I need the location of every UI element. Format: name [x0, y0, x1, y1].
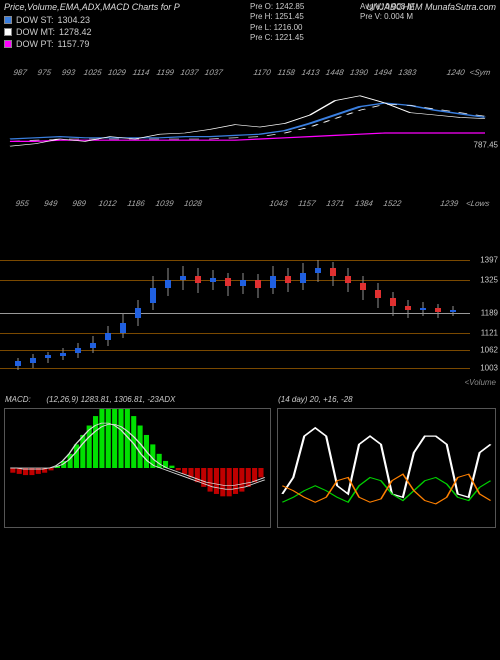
upper-price-chart: 787.45 [0, 79, 500, 199]
legend-square-st [4, 16, 12, 24]
title-left: Price,Volume,EMA,ADX,MACD Charts for P [4, 2, 180, 12]
macd-params: (12,26,9) 1283.81, 1306.81, -23ADX [46, 395, 175, 404]
dow-mt-label: DOW MT: [16, 27, 55, 37]
upper-x-axis: 9879759931025102911141199103710371170115… [0, 68, 500, 77]
adx-title: (14 day) 20, +16, -28 [278, 395, 353, 404]
candlestick-chart: <Volume 139713251189112110621003 [0, 218, 500, 388]
volume-label: <Volume [465, 378, 497, 387]
dow-st-label: DOW ST: [16, 15, 54, 25]
macd-title: MACD: [5, 395, 31, 404]
candle-x-axis: 9559499891012118610391028104311571371138… [0, 199, 500, 208]
macd-panel: MACD: (12,26,9) 1283.81, 1306.81, -23ADX [4, 408, 271, 528]
legend-square-mt [4, 28, 12, 36]
dow-st-val: 1304.23 [58, 15, 91, 25]
dow-mt-val: 1278.42 [59, 27, 92, 37]
upper-y-label: 787.45 [474, 141, 498, 150]
indicator-row: MACD: (12,26,9) 1283.81, 1306.81, -23ADX… [0, 408, 500, 528]
pre-info-left: Pre O: 1242.85 Pre H: 1251.45 Pre L: 121… [250, 2, 304, 44]
legend-square-pt [4, 40, 12, 48]
dow-pt-val: 1157.79 [58, 39, 90, 49]
pre-info-right: Avg V: 0.008 M Pre V: 0.004 M [360, 2, 414, 23]
adx-panel: (14 day) 20, +16, -28 [277, 408, 496, 528]
dow-pt-label: DOW PT: [16, 39, 54, 49]
